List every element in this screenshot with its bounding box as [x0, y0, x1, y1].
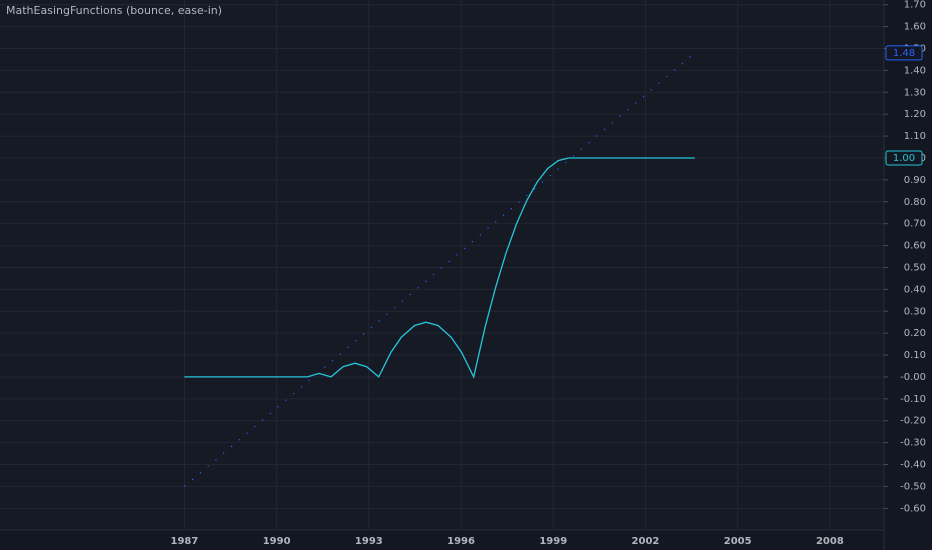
y-tick-label: -0.40 — [900, 460, 926, 471]
y-tick-label: -0.30 — [900, 438, 926, 449]
y-tick-label: 1.30 — [904, 87, 926, 98]
x-tick-label: 1996 — [447, 536, 475, 547]
y-tick-label: 0.20 — [904, 328, 926, 339]
y-tick-label: -0.20 — [900, 416, 926, 427]
x-tick-label: 1987 — [171, 536, 199, 547]
x-tick-label: 1990 — [263, 536, 291, 547]
x-tick-label: 1999 — [539, 536, 567, 547]
y-tick-label: 0.60 — [904, 241, 926, 252]
series-line — [184, 157, 695, 379]
y-tick-label: 0.70 — [904, 219, 926, 230]
last-value-box — [885, 150, 923, 166]
x-tick-label: 2005 — [724, 536, 752, 547]
y-tick-label: 1.70 — [904, 0, 926, 11]
y-tick-label: -0.50 — [900, 481, 926, 492]
time-axis — [0, 530, 884, 550]
y-tick-label: -0.60 — [900, 503, 926, 514]
x-tick-label: 2008 — [816, 536, 844, 547]
y-tick-label: -0.00 — [900, 372, 926, 383]
y-tick-label: -0.10 — [900, 394, 926, 405]
last-value-label: 1.00 — [893, 153, 915, 164]
y-tick-label: 0.80 — [904, 197, 926, 208]
y-tick-label: 0.40 — [904, 284, 926, 295]
plot — [184, 52, 696, 487]
x-tick-label: 2002 — [632, 536, 660, 547]
y-tick-label: 0.50 — [904, 262, 926, 273]
y-tick-label: 1.40 — [904, 65, 926, 76]
price-axis — [884, 0, 932, 550]
y-tick-label: 0.90 — [904, 175, 926, 186]
y-tick-label: 1.20 — [904, 109, 926, 120]
grid — [0, 0, 884, 530]
y-tick-label: 0.30 — [904, 306, 926, 317]
y-tick-label: 0.10 — [904, 350, 926, 361]
y-tick-label: 1.60 — [904, 22, 926, 33]
indicator-title[interactable]: MathEasingFunctions (bounce, ease-in) — [6, 4, 222, 17]
x-tick-label: 1993 — [355, 536, 383, 547]
last-value-box — [885, 45, 923, 61]
y-tick-label: 1.10 — [904, 131, 926, 142]
last-value-label: 1.48 — [893, 48, 915, 59]
